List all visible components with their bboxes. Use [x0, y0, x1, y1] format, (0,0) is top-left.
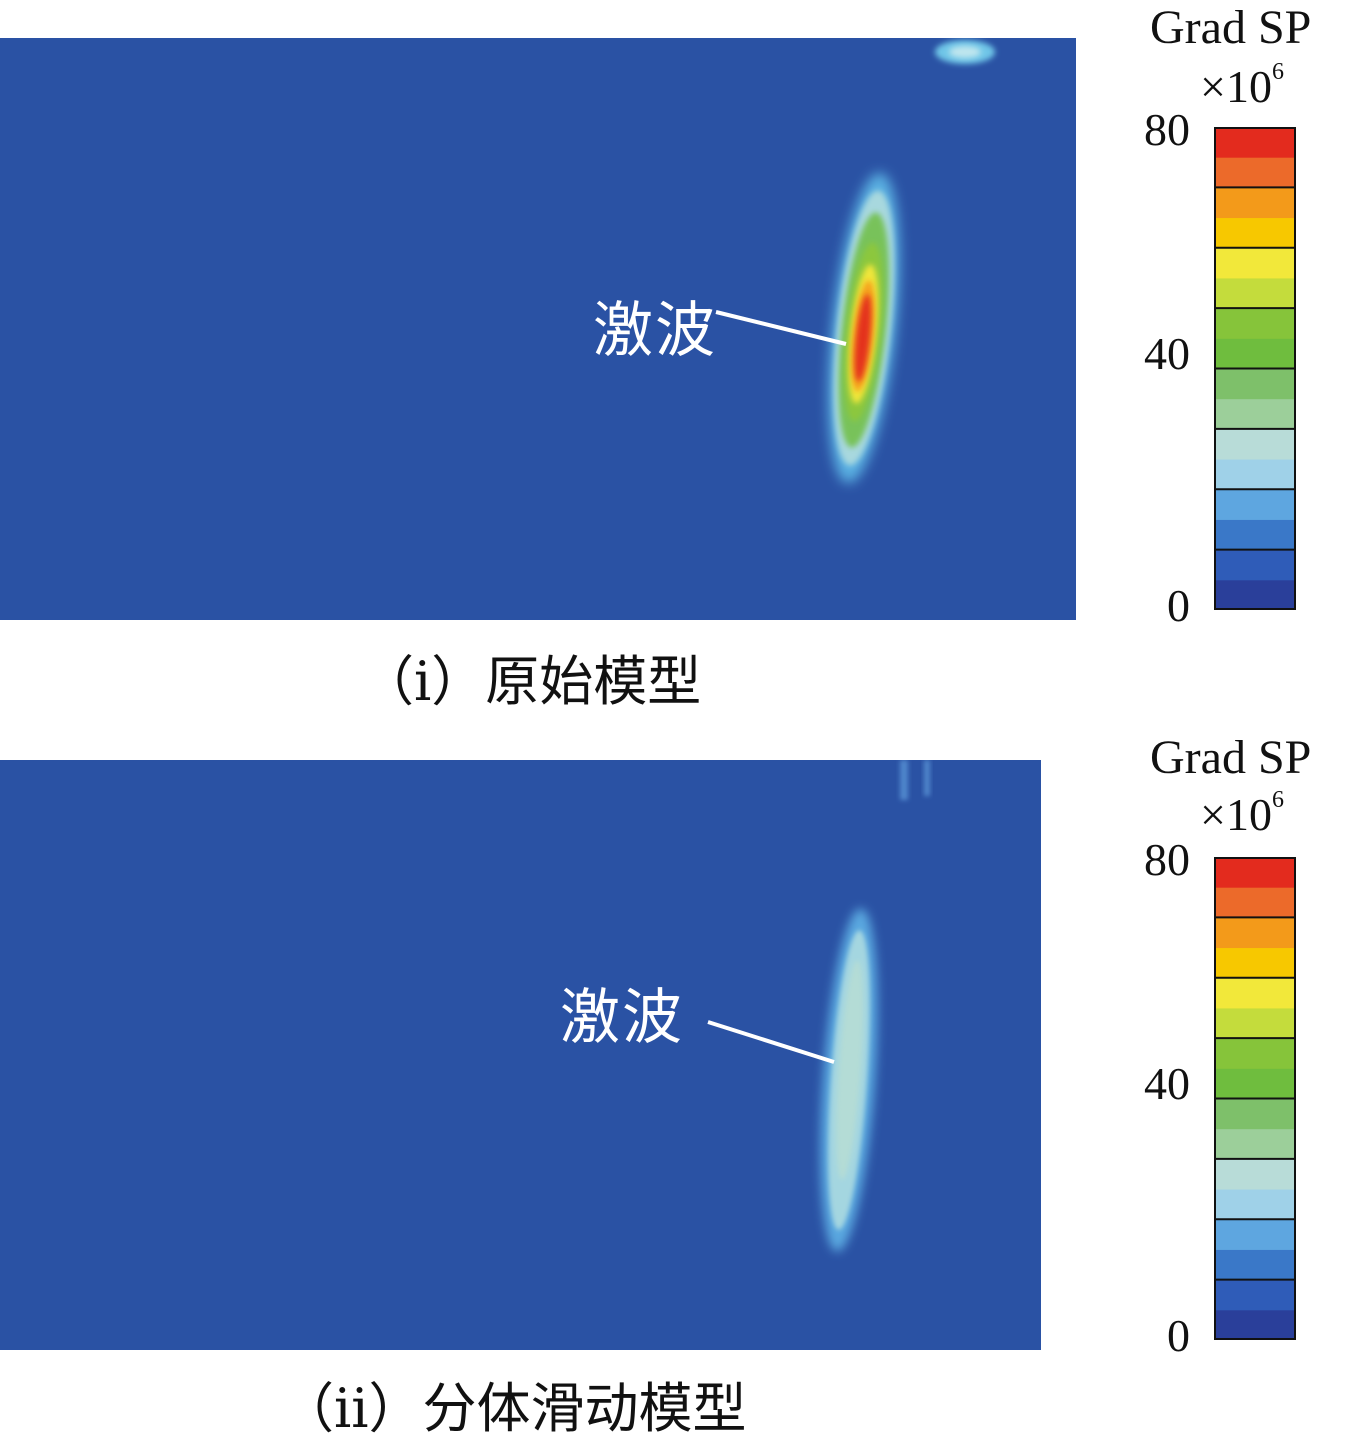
colorbar-band — [1214, 277, 1296, 309]
colorbar-band — [1214, 1128, 1296, 1160]
shock-label: 激波 — [593, 296, 717, 366]
colorbar-band — [1214, 519, 1296, 551]
contour-plot — [715, 40, 995, 484]
colorbar-band — [1214, 1309, 1296, 1340]
tick-label-min: 0 — [1167, 1310, 1190, 1361]
scale-exponent: 6 — [1271, 787, 1284, 813]
panel-original-model: 激波 Grad SP ×106 80 40 0 — [0, 1, 1312, 631]
colorbar-band — [1214, 127, 1296, 158]
colorbar-band — [1214, 887, 1296, 918]
colorbar-band — [1214, 1249, 1296, 1281]
callout-leader-line — [707, 1020, 835, 1064]
colorbar-band — [1214, 338, 1296, 369]
shock-wave — [820, 908, 878, 1252]
shock-label: 激波 — [560, 983, 684, 1053]
tick-label-mid: 40 — [1144, 1058, 1190, 1109]
tick-label-max: 80 — [1144, 104, 1190, 155]
scale-exponent: 6 — [1271, 59, 1284, 85]
colorbar-band — [1214, 1189, 1296, 1220]
colorbar — [1214, 857, 1296, 1340]
legend-title: Grad SP — [1150, 731, 1312, 784]
colorbar-band — [1214, 157, 1296, 188]
scale-prefix: ×10 — [1200, 789, 1272, 840]
colorbar-band — [1214, 917, 1296, 949]
colorbar-band — [1214, 1038, 1296, 1069]
tick-label-mid: 40 — [1144, 328, 1190, 379]
legend-title: Grad SP — [1150, 1, 1312, 54]
colorbar-band — [1214, 857, 1296, 888]
colorbar-band — [1214, 308, 1296, 339]
contour-plot — [707, 760, 930, 1252]
tick-label-min: 0 — [1167, 580, 1190, 631]
panel-caption: （i）原始模型 — [360, 650, 702, 713]
colorbar-band — [1214, 1219, 1296, 1250]
panel-caption: （ii）分体滑动模型 — [280, 1377, 747, 1440]
minor-blob-core — [949, 46, 981, 58]
colorbar-band — [1214, 947, 1296, 979]
colorbar-band — [1214, 579, 1296, 610]
colorbar-band — [1214, 459, 1296, 490]
colorbar-band — [1214, 217, 1296, 249]
minor-streak — [924, 760, 930, 796]
contour-field: 激波 — [0, 760, 1041, 1350]
colorbar-graphic — [1214, 127, 1296, 610]
contour-field: 激波 — [0, 38, 1076, 620]
colorbar-band — [1214, 977, 1296, 1009]
colorbar-band — [1214, 247, 1296, 279]
panel-split-sliding-model: 激波 （ii）分体滑动模型 Grad SP ×106 80 40 0 — [0, 730, 1366, 1440]
colorbar-band — [1214, 398, 1296, 430]
colorbar-band — [1214, 1098, 1296, 1130]
legend-scale: ×106 — [1200, 60, 1284, 112]
colorbar-graphic — [1214, 857, 1296, 1340]
colorbar-band — [1214, 489, 1296, 520]
colorbar-border — [1214, 127, 1296, 610]
callout-leader-line — [715, 310, 847, 346]
colorbar-border — [1214, 857, 1296, 1340]
colorbar-band — [1214, 549, 1296, 581]
legend-scale: ×106 — [1200, 788, 1284, 840]
colorbar-band — [1214, 1068, 1296, 1099]
minor-streak — [900, 760, 908, 800]
colorbar-band — [1214, 428, 1296, 460]
scale-prefix: ×10 — [1200, 61, 1272, 112]
colorbar-band — [1214, 1279, 1296, 1311]
colorbar — [1214, 127, 1296, 610]
colorbar-band — [1214, 1007, 1296, 1039]
colorbar-band — [1214, 187, 1296, 219]
colorbar-band — [1214, 368, 1296, 400]
shock-wave — [828, 172, 900, 484]
colorbar-band — [1214, 1158, 1296, 1190]
tick-label-max: 80 — [1144, 834, 1190, 885]
